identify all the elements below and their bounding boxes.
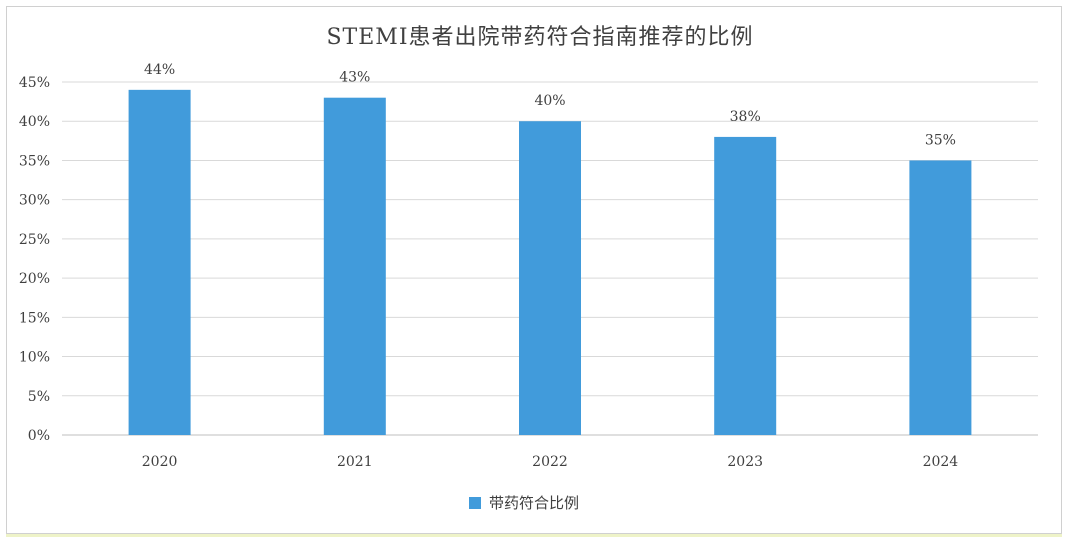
x-tick-label: 2020 <box>142 454 178 470</box>
chart-title: STEMI患者出院带药符合指南推荐的比例 <box>326 25 753 50</box>
y-tick-label: 0% <box>28 428 50 444</box>
bar-2023 <box>714 136 777 435</box>
x-axis-ticks: 2020 2021 2022 2023 2024 <box>142 454 959 470</box>
y-tick-label: 45% <box>19 75 50 91</box>
bars <box>128 89 972 435</box>
data-labels: 44% 43% 40% 38% 35% <box>144 62 956 149</box>
data-label: 43% <box>339 70 370 86</box>
y-tick-label: 30% <box>19 193 50 209</box>
bar-2020 <box>128 89 191 435</box>
data-label: 44% <box>144 62 175 78</box>
x-tick-label: 2021 <box>337 454 373 470</box>
y-tick-label: 35% <box>19 153 50 169</box>
y-tick-label: 40% <box>19 114 50 130</box>
legend-label: 带药符合比例 <box>489 494 579 512</box>
x-tick-label: 2022 <box>532 454 568 470</box>
y-tick-label: 15% <box>19 310 50 326</box>
data-label: 40% <box>534 93 565 109</box>
x-tick-label: 2023 <box>727 454 763 470</box>
data-label: 38% <box>730 109 761 125</box>
y-axis-ticks: 0% 5% 10% 15% 20% 25% 30% 35% 40% 45% <box>19 75 50 444</box>
y-tick-label: 25% <box>19 232 50 248</box>
y-tick-label: 20% <box>19 271 50 287</box>
bar-2022 <box>519 121 581 435</box>
legend: 带药符合比例 <box>469 494 579 512</box>
x-tick-label: 2024 <box>923 454 959 470</box>
y-tick-label: 5% <box>28 389 50 405</box>
bar-2024 <box>909 160 972 435</box>
legend-swatch <box>469 497 481 509</box>
data-label: 35% <box>925 132 956 148</box>
bar-2021 <box>323 97 386 435</box>
y-tick-label: 10% <box>19 350 50 366</box>
